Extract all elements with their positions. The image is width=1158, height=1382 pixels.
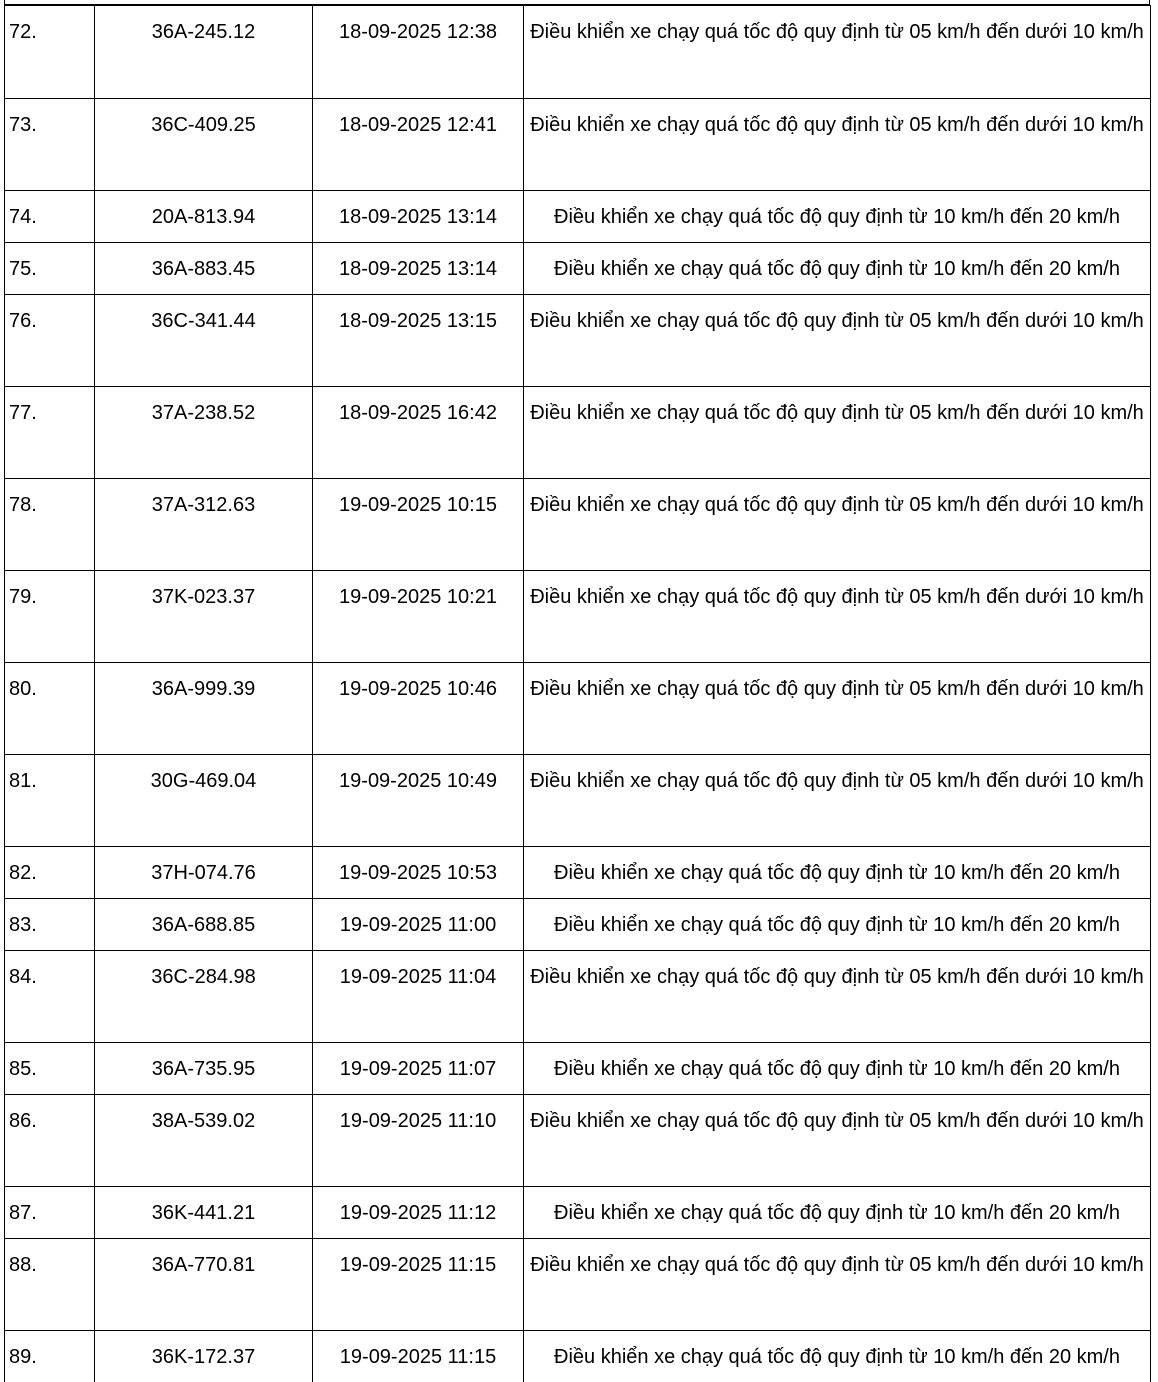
violation-description-cell: Điều khiển xe chạy quá tốc độ quy định t… [523,662,1151,755]
violation-time-cell: 19-09-2025 10:46 [312,662,524,755]
violation-time-cell: 19-09-2025 10:53 [312,846,524,899]
row-index-cell: 76. [4,294,95,387]
row-index-cell: 73. [4,98,95,191]
row-index-cell: 72. [4,5,95,99]
violation-time-cell: 19-09-2025 11:00 [312,898,524,951]
table-row: 74. 20A-813.94 18-09-2025 13:14 Điều khiển … [4,190,1151,243]
row-index-cell: 87. [4,1186,95,1239]
row-index-cell: 89. [4,1330,95,1382]
row-index-cell: 82. [4,846,95,899]
table-row: 78. 37A-312.63 19-09-2025 10:15 Điều khiển … [4,478,1151,571]
table-row: 88. 36A-770.81 19-09-2025 11:15 Điều khiển … [4,1238,1151,1331]
clipped-previous-row [4,0,1150,5]
table-row: 81. 30G-469.04 19-09-2025 10:49 Điều khiển … [4,754,1151,847]
row-index-cell: 75. [4,242,95,295]
violation-description-cell: Điều khiển xe chạy quá tốc độ quy định t… [523,1186,1151,1239]
violation-description-cell: Điều khiển xe chạy quá tốc độ quy định t… [523,846,1151,899]
license-plate-cell: 36C-341.44 [94,294,313,387]
violation-description-cell: Điều khiển xe chạy quá tốc độ quy định t… [523,242,1151,295]
row-index-cell: 83. [4,898,95,951]
violation-description-cell: Điều khiển xe chạy quá tốc độ quy định t… [523,950,1151,1043]
license-plate-cell: 30G-469.04 [94,754,313,847]
license-plate-cell: 37A-238.52 [94,386,313,479]
violations-table-body: 72. 36A-245.12 18-09-2025 12:38 Điều khiển … [4,5,1151,1382]
license-plate-cell: 20A-813.94 [94,190,313,243]
violations-table: 72. 36A-245.12 18-09-2025 12:38 Điều khiển … [4,5,1151,1382]
violation-time-cell: 19-09-2025 11:10 [312,1094,524,1187]
table-row: 75. 36A-883.45 18-09-2025 13:14 Điều khiển … [4,242,1151,295]
violation-time-cell: 19-09-2025 11:15 [312,1238,524,1331]
license-plate-cell: 36A-245.12 [94,5,313,99]
row-index-cell: 80. [4,662,95,755]
row-index-cell: 78. [4,478,95,571]
violation-description-cell: Điều khiển xe chạy quá tốc độ quy định t… [523,98,1151,191]
violation-time-cell: 19-09-2025 11:15 [312,1330,524,1382]
violation-description-cell: Điều khiển xe chạy quá tốc độ quy định t… [523,1042,1151,1095]
row-index-cell: 85. [4,1042,95,1095]
violation-time-cell: 19-09-2025 11:04 [312,950,524,1043]
license-plate-cell: 36A-999.39 [94,662,313,755]
violation-description-cell: Điều khiển xe chạy quá tốc độ quy định t… [523,5,1151,99]
violation-time-cell: 18-09-2025 12:41 [312,98,524,191]
license-plate-cell: 36A-770.81 [94,1238,313,1331]
violation-description-cell: Điều khiển xe chạy quá tốc độ quy định t… [523,754,1151,847]
table-row: 84. 36C-284.98 19-09-2025 11:04 Điều khiển … [4,950,1151,1043]
violation-description-cell: Điều khiển xe chạy quá tốc độ quy định t… [523,1330,1151,1382]
license-plate-cell: 37A-312.63 [94,478,313,571]
table-row: 72. 36A-245.12 18-09-2025 12:38 Điều khiển … [4,5,1151,99]
table-row: 89. 36K-172.37 19-09-2025 11:15 Điều khiển … [4,1330,1151,1382]
license-plate-cell: 36A-735.95 [94,1042,313,1095]
table-row: 73. 36C-409.25 18-09-2025 12:41 Điều khiển … [4,98,1151,191]
row-index-cell: 88. [4,1238,95,1331]
violation-description-cell: Điều khiển xe chạy quá tốc độ quy định t… [523,1094,1151,1187]
license-plate-cell: 37H-074.76 [94,846,313,899]
license-plate-cell: 36C-409.25 [94,98,313,191]
table-row: 86. 38A-539.02 19-09-2025 11:10 Điều khiển … [4,1094,1151,1187]
table-row: 85. 36A-735.95 19-09-2025 11:07 Điều khiển … [4,1042,1151,1095]
license-plate-cell: 36K-172.37 [94,1330,313,1382]
row-index-cell: 81. [4,754,95,847]
violation-description-cell: Điều khiển xe chạy quá tốc độ quy định t… [523,898,1151,951]
license-plate-cell: 37K-023.37 [94,570,313,663]
violation-time-cell: 18-09-2025 16:42 [312,386,524,479]
table-row: 77. 37A-238.52 18-09-2025 16:42 Điều khiển … [4,386,1151,479]
table-row: 80. 36A-999.39 19-09-2025 10:46 Điều khiển … [4,662,1151,755]
violation-description-cell: Điều khiển xe chạy quá tốc độ quy định t… [523,478,1151,571]
violation-description-cell: Điều khiển xe chạy quá tốc độ quy định t… [523,190,1151,243]
row-index-cell: 79. [4,570,95,663]
violation-time-cell: 18-09-2025 13:15 [312,294,524,387]
table-row: 76. 36C-341.44 18-09-2025 13:15 Điều khiển … [4,294,1151,387]
violation-description-cell: Điều khiển xe chạy quá tốc độ quy định t… [523,294,1151,387]
table-row: 87. 36K-441.21 19-09-2025 11:12 Điều khiển … [4,1186,1151,1239]
license-plate-cell: 36C-284.98 [94,950,313,1043]
license-plate-cell: 36A-883.45 [94,242,313,295]
violation-time-cell: 18-09-2025 12:38 [312,5,524,99]
table-row: 79. 37K-023.37 19-09-2025 10:21 Điều khiển … [4,570,1151,663]
violation-time-cell: 18-09-2025 13:14 [312,242,524,295]
violation-time-cell: 18-09-2025 13:14 [312,190,524,243]
row-index-cell: 74. [4,190,95,243]
row-index-cell: 84. [4,950,95,1043]
row-index-cell: 86. [4,1094,95,1187]
table-row: 82. 37H-074.76 19-09-2025 10:53 Điều khiển … [4,846,1151,899]
violation-description-cell: Điều khiển xe chạy quá tốc độ quy định t… [523,1238,1151,1331]
row-index-cell: 77. [4,386,95,479]
table-row: 83. 36A-688.85 19-09-2025 11:00 Điều khiển … [4,898,1151,951]
violation-time-cell: 19-09-2025 10:15 [312,478,524,571]
violation-time-cell: 19-09-2025 10:21 [312,570,524,663]
license-plate-cell: 38A-539.02 [94,1094,313,1187]
license-plate-cell: 36K-441.21 [94,1186,313,1239]
violation-time-cell: 19-09-2025 11:07 [312,1042,524,1095]
violation-description-cell: Điều khiển xe chạy quá tốc độ quy định t… [523,570,1151,663]
violation-description-cell: Điều khiển xe chạy quá tốc độ quy định t… [523,386,1151,479]
violation-time-cell: 19-09-2025 11:12 [312,1186,524,1239]
violation-time-cell: 19-09-2025 10:49 [312,754,524,847]
license-plate-cell: 36A-688.85 [94,898,313,951]
